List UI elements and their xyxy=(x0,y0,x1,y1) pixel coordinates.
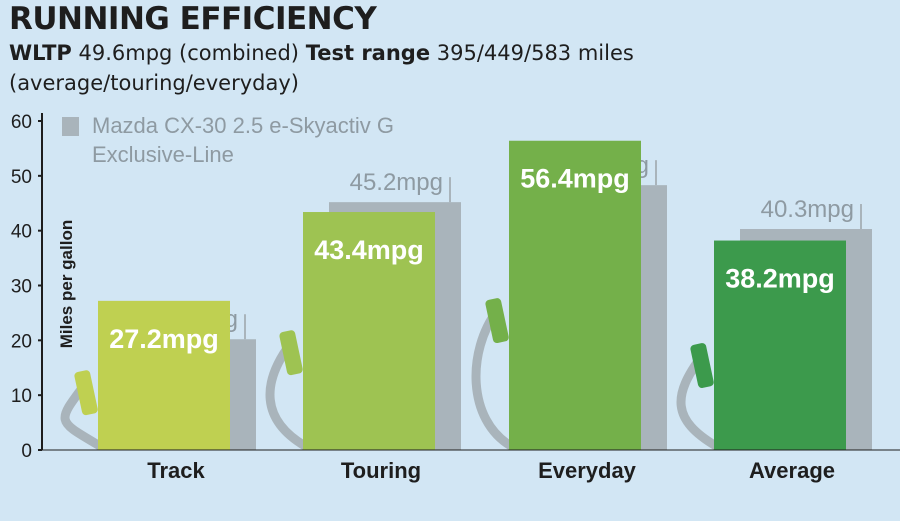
y-axis-label: Miles per gallon xyxy=(57,220,76,348)
reference-value-label: 45.2mpg xyxy=(350,169,443,196)
nozzle-shape xyxy=(485,298,509,344)
main-value-label: 27.2mpg xyxy=(109,324,219,354)
y-tick-label: 30 xyxy=(11,277,32,298)
y-tick-label: 60 xyxy=(11,112,32,133)
main-bar xyxy=(714,240,846,450)
nozzle-shape xyxy=(279,330,303,376)
main-bar xyxy=(98,300,230,450)
hose-shape xyxy=(676,351,721,451)
legend-swatch xyxy=(62,117,79,136)
legend-label: Mazda CX-30 2.5 e-Skyactiv G xyxy=(92,113,394,138)
main-value-label: 56.4mpg xyxy=(520,164,630,194)
chart-title: RUNNING EFFICIENCY xyxy=(9,1,377,37)
reference-value-label: 40.3mpg xyxy=(761,196,854,223)
category-label: Track xyxy=(147,458,205,483)
y-tick-label: 50 xyxy=(11,167,32,188)
main-bar xyxy=(303,212,435,450)
wltp-value: 49.6mpg (combined) xyxy=(78,41,299,65)
range-note: (average/touring/everyday) xyxy=(9,71,299,95)
y-tick-label: 40 xyxy=(11,222,32,243)
category-label: Average xyxy=(749,458,835,483)
y-tick-label: 20 xyxy=(11,331,32,352)
nozzle-shape xyxy=(74,370,98,416)
hose-shape xyxy=(60,378,105,451)
range-value: 395/449/583 miles xyxy=(436,41,634,65)
y-tick-label: 0 xyxy=(21,441,32,462)
hose-shape xyxy=(471,306,516,451)
main-bar xyxy=(509,140,641,451)
main-value-label: 43.4mpg xyxy=(314,235,424,265)
y-tick-label: 10 xyxy=(11,386,32,407)
wltp-label: WLTP xyxy=(9,41,72,65)
hose-shape xyxy=(265,338,310,451)
chart-subtitle: WLTP 49.6mpg (combined) Test range 395/4… xyxy=(9,38,769,98)
category-label: Touring xyxy=(341,458,421,483)
main-value-label: 38.2mpg xyxy=(725,264,835,294)
category-label: Everyday xyxy=(538,458,637,483)
range-label: Test range xyxy=(305,41,431,65)
legend-label: Exclusive-Line xyxy=(92,142,234,167)
nozzle-shape xyxy=(690,343,714,388)
